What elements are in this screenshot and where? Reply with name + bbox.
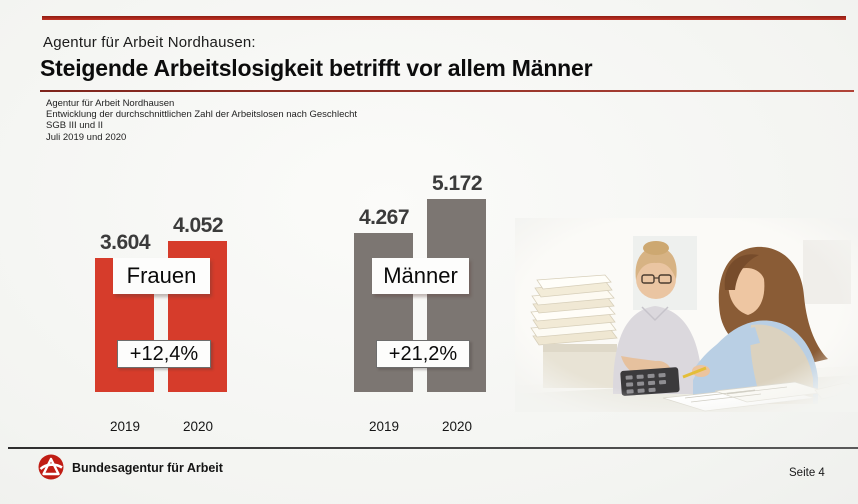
value-label-frauen-2019: 3.604 [99, 231, 151, 254]
slide-kicker: Agentur für Arbeit Nordhausen: [43, 34, 256, 51]
source-block: Agentur für Arbeit Nordhausen Entwicklun… [46, 98, 357, 143]
page-title: Steigende Arbeitslosigkeit betrifft vor … [40, 55, 593, 81]
value-label-frauen-2020: 4.052 [172, 214, 224, 237]
bar-group-maenner: 4.267 5.172 Männer +21,2% 2019 2020 [354, 170, 487, 442]
series-label-frauen: Frauen [113, 258, 210, 294]
axis-label-2020: 2020 [441, 419, 473, 434]
axis-label-2019: 2019 [368, 419, 400, 434]
bar-group-frauen: 3.604 4.052 Frauen +12,4% 2019 2020 [95, 170, 228, 442]
source-line: Agentur für Arbeit Nordhausen [46, 98, 175, 109]
value-label-maenner-2019: 4.267 [358, 206, 410, 229]
top-red-rule [42, 16, 846, 20]
page-number: Seite 4 [789, 467, 825, 479]
footer-rule [8, 447, 858, 449]
series-label-maenner: Männer [372, 258, 469, 294]
value-label-maenner-2020: 5.172 [431, 172, 483, 195]
source-line: SGB III und II [46, 120, 104, 132]
ba-logo-icon [38, 454, 64, 480]
change-badge-maenner: +21,2% [376, 340, 470, 368]
source-line: Entwicklung der durchschnittlichen Zahl … [46, 109, 358, 121]
axis-label-2019: 2019 [109, 419, 141, 434]
bar-maenner-2019 [354, 233, 413, 392]
office-photo [515, 218, 858, 412]
title-red-rule [40, 90, 854, 92]
source-line: Juli 2019 und 2020 [46, 131, 127, 143]
axis-label-2020: 2020 [182, 419, 214, 434]
change-badge-frauen: +12,4% [117, 340, 211, 368]
footer-brand: Bundesagentur für Arbeit [72, 461, 223, 475]
